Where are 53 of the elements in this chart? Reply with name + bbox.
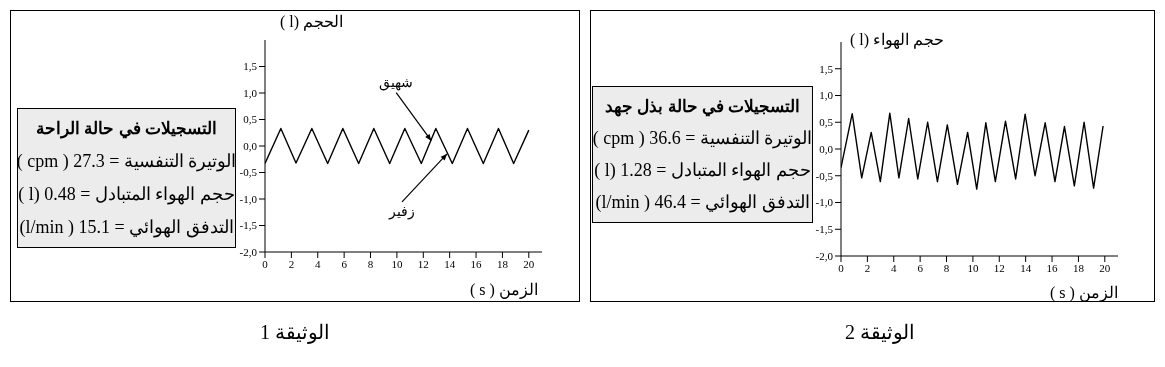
x-tick-label: 10	[391, 257, 403, 270]
y-tick-label: 0,0	[819, 142, 834, 155]
y-tick-label: -2,0	[239, 245, 258, 258]
annotation: شهيق	[379, 74, 414, 91]
x-tick-label: 2	[864, 261, 871, 274]
y-tick-label: -0,5	[239, 166, 258, 179]
x-tick-label: 20	[1099, 261, 1111, 274]
text: الوتيرة التنفسية = 36.6 ( cpm )	[592, 127, 813, 149]
x-tick-label: 14	[1020, 261, 1032, 274]
x-tick-label: 16	[1046, 261, 1059, 274]
text: الوتيرة التنفسية = 27.3 ( cpm )	[16, 150, 237, 173]
y-tick-label: 1,0	[819, 89, 834, 102]
y-tick-label: 0,5	[819, 116, 834, 129]
y-tick-label: -1,0	[815, 196, 834, 209]
y-tick-label: 1,5	[243, 60, 258, 73]
x-tick-label: 6	[917, 261, 924, 274]
x-tick-label: 18	[1072, 261, 1085, 274]
x-tick-label: 4	[891, 261, 898, 274]
text: التدفق الهوائي = 15.1 ( l/min)	[19, 215, 234, 238]
x-tick-label: 10	[967, 261, 979, 274]
x-tick-label: 8	[367, 257, 374, 270]
x-tick-label: 8	[943, 261, 950, 274]
x-tick-label: 4	[315, 257, 322, 270]
annotation: زفير	[388, 203, 416, 220]
x-tick-label: 14	[444, 257, 456, 270]
y-tick-label: 0,0	[243, 139, 258, 152]
y-axis-title: الحجم (l )	[280, 12, 344, 31]
text: الوثيقة 1	[259, 320, 331, 344]
y-tick-label: 0,5	[243, 113, 258, 126]
text: التسجيلات في حالة بذل جهد	[605, 96, 800, 117]
x-tick-label: 0	[262, 257, 269, 270]
text: حجم الهواء المتبادل = 0.48 (l )	[18, 182, 235, 205]
x-tick-label: 18	[496, 257, 509, 270]
x-tick-label: 20	[523, 257, 535, 270]
x-axis-title: الزمن ( s )	[470, 280, 538, 299]
y-tick-label: -1,5	[239, 219, 258, 232]
x-tick-label: 16	[470, 257, 483, 270]
y-tick-label: -2,0	[815, 249, 834, 262]
y-tick-label: -0,5	[815, 169, 834, 182]
x-tick-label: 12	[993, 261, 1005, 274]
text: التدفق الهوائي = 46.4 ( l/min)	[595, 191, 810, 213]
y-tick-label: 1,5	[819, 62, 834, 75]
y-tick-label: 1,0	[243, 86, 258, 99]
y-tick-label: -1,5	[815, 223, 834, 236]
text: حجم الهواء المتبادل = 1.28 (l )	[594, 159, 811, 181]
x-tick-label: 6	[341, 257, 348, 270]
text: الوثيقة 2	[844, 320, 916, 344]
text: التسجيلات في حالة الراحة	[36, 118, 217, 140]
x-tick-label: 2	[288, 257, 295, 270]
y-axis-title: حجم الهواء (l )	[850, 30, 945, 49]
y-tick-label: -1,0	[239, 192, 258, 205]
x-tick-label: 0	[838, 261, 845, 274]
x-tick-label: 12	[417, 257, 429, 270]
